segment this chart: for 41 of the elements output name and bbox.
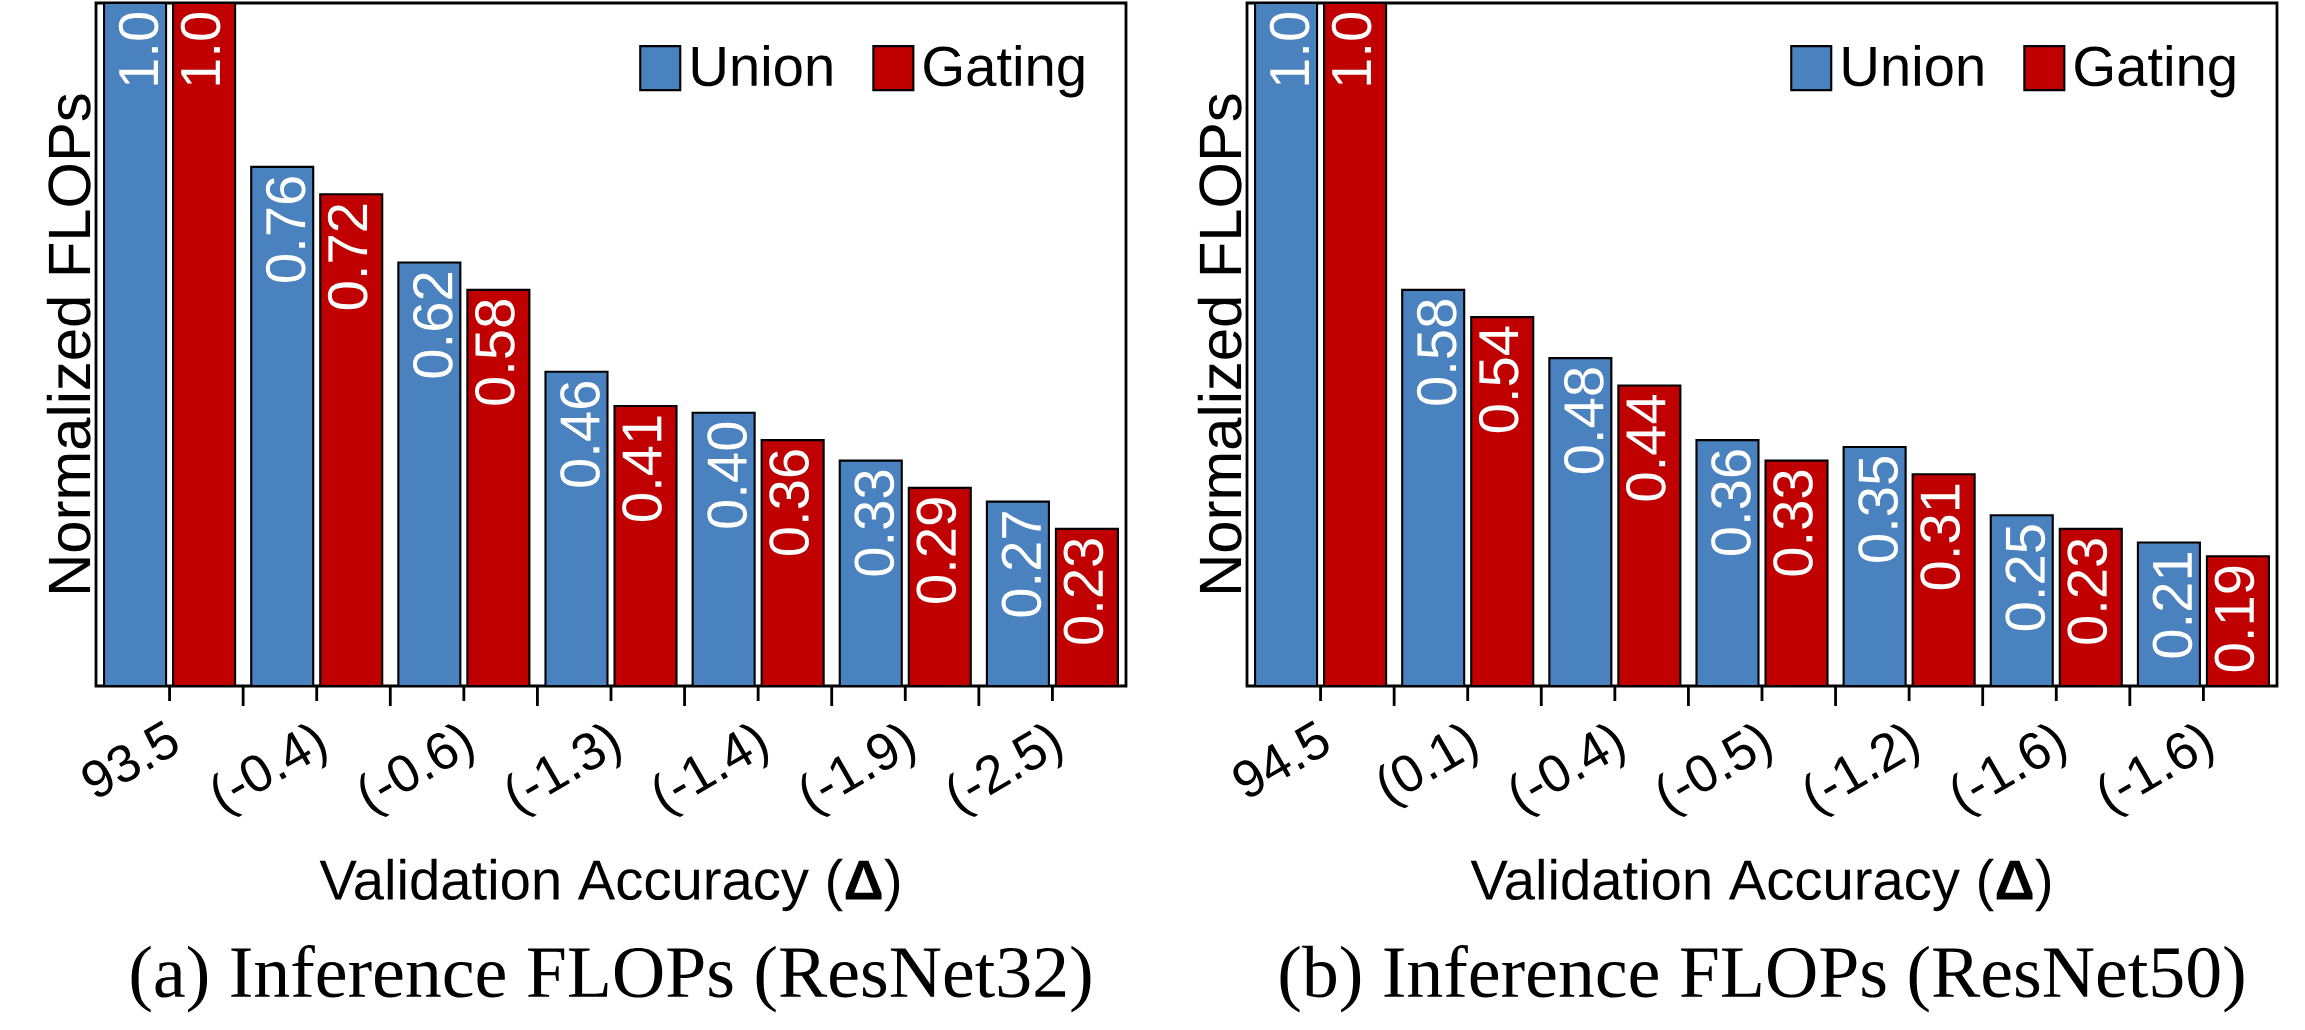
data-label: 0.23: [2067, 539, 2108, 644]
data-label: 0.23: [1063, 539, 1104, 644]
data-label: 0.58: [1416, 300, 1457, 405]
data-label: 0.76: [265, 177, 306, 282]
data-label: 0.40: [707, 422, 748, 528]
data-label: 0.41: [622, 416, 662, 521]
x-tick-label: 94.5: [1233, 720, 1329, 797]
data-label: 0.44: [1625, 394, 1666, 501]
data-label: 0.21: [2152, 553, 2193, 658]
data-label: 0.62: [412, 273, 453, 378]
data-label: 0.54: [1478, 326, 1519, 433]
data-label: 0.72: [327, 204, 368, 310]
data-label: 0.25: [2005, 525, 2046, 631]
data-label: 0.19: [2214, 566, 2255, 672]
legend-label: Union: [1843, 45, 1983, 87]
y-axis-title: Normalized FLOPs: [46, 94, 91, 592]
data-label: 0.27: [1001, 512, 1042, 617]
x-tick-label: (0.1): [1379, 724, 1478, 809]
x-axis-title: Validation Accuracy (Δ): [319, 858, 900, 912]
data-label: 1.0: [1269, 12, 1310, 85]
data-label: 1.0: [1331, 12, 1372, 85]
data-label: 0.35: [1858, 457, 1899, 562]
data-label: 1.0: [180, 12, 221, 85]
data-label: 0.33: [1773, 470, 1813, 576]
data-label: 0.46: [560, 382, 600, 487]
legend-label: Gating: [2075, 45, 2235, 98]
x-axis-title: Validation Accuracy (Δ): [1470, 858, 2051, 912]
data-label: 0.36: [769, 450, 810, 556]
data-label: 0.58: [474, 300, 515, 405]
data-label: 0.31: [1920, 484, 1961, 590]
data-label: 1.0: [118, 12, 159, 85]
text: (b) Inference FLOPs (ResNet50): [1280, 944, 2244, 1013]
legend-label: Union: [692, 45, 832, 87]
legend-label: Gating: [924, 45, 1084, 98]
data-label: 0.33: [854, 470, 895, 576]
x-tick-label: 93.5: [82, 720, 178, 797]
y-axis-title: Normalized FLOPs: [1197, 94, 1242, 592]
data-label: 0.36: [1711, 450, 1751, 556]
data-label: 0.48: [1563, 368, 1604, 474]
data-label: 0.29: [916, 498, 957, 603]
text: (a) Inference FLOPs (ResNet32): [131, 944, 1091, 1013]
